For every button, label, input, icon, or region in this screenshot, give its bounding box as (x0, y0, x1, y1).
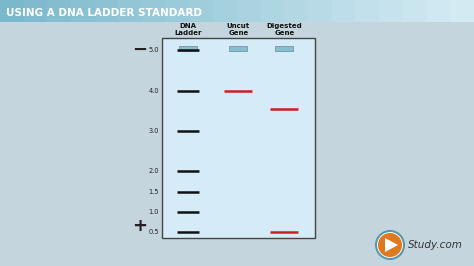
Text: 1.5: 1.5 (148, 189, 159, 194)
Text: 1.0: 1.0 (148, 209, 159, 215)
Bar (47, 0, 72, 22)
Bar (332, 0, 356, 22)
Bar (379, 0, 404, 22)
Bar (308, 0, 333, 22)
Text: +: + (133, 217, 147, 235)
Bar (427, 0, 451, 22)
Bar (356, 0, 380, 22)
Text: −: − (132, 41, 147, 59)
Text: Digested
Gene: Digested Gene (266, 23, 302, 36)
Bar (213, 0, 238, 22)
Bar (284, 0, 309, 22)
Bar (142, 0, 167, 22)
Circle shape (376, 231, 404, 259)
Bar (403, 0, 428, 22)
Bar (118, 0, 143, 22)
Text: 2.0: 2.0 (148, 168, 159, 174)
Text: Uncut
Gene: Uncut Gene (227, 23, 250, 36)
Bar (275, 46, 293, 51)
Polygon shape (385, 238, 398, 252)
Text: 3.0: 3.0 (148, 128, 159, 134)
Text: DNA
Ladder: DNA Ladder (174, 23, 202, 36)
Bar (450, 0, 474, 22)
Circle shape (378, 233, 402, 257)
Bar (24, 0, 48, 22)
Text: Study.com: Study.com (408, 240, 463, 250)
Text: 4.0: 4.0 (148, 88, 159, 94)
Bar (179, 46, 197, 51)
FancyBboxPatch shape (0, 0, 474, 22)
Text: 5.0: 5.0 (148, 47, 159, 53)
Bar (71, 0, 96, 22)
Bar (237, 0, 262, 22)
Bar (162, 38, 315, 238)
Bar (261, 0, 285, 22)
Bar (0, 0, 25, 22)
Text: USING A DNA LADDER STANDARD: USING A DNA LADDER STANDARD (6, 8, 202, 18)
Text: 0.5: 0.5 (148, 229, 159, 235)
Bar (95, 0, 119, 22)
Bar (166, 0, 191, 22)
Bar (190, 0, 214, 22)
Bar (229, 46, 247, 51)
